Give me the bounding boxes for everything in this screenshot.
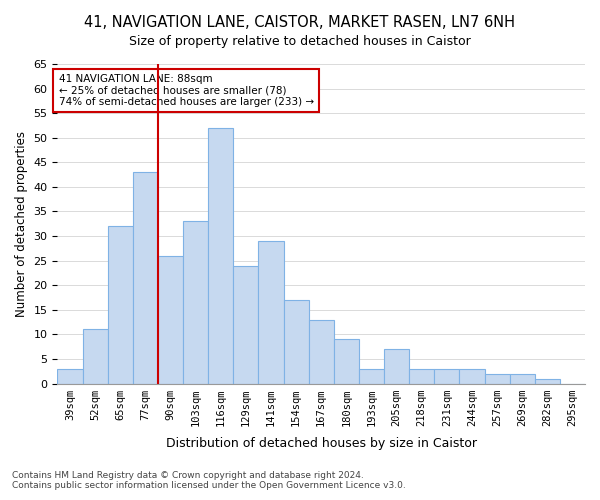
X-axis label: Distribution of detached houses by size in Caistor: Distribution of detached houses by size … bbox=[166, 437, 477, 450]
Text: 41, NAVIGATION LANE, CAISTOR, MARKET RASEN, LN7 6NH: 41, NAVIGATION LANE, CAISTOR, MARKET RAS… bbox=[85, 15, 515, 30]
Bar bbox=[485, 374, 509, 384]
Bar bbox=[208, 128, 233, 384]
Bar bbox=[308, 320, 334, 384]
Y-axis label: Number of detached properties: Number of detached properties bbox=[15, 131, 28, 317]
Bar bbox=[158, 256, 183, 384]
Text: Contains HM Land Registry data © Crown copyright and database right 2024.
Contai: Contains HM Land Registry data © Crown c… bbox=[12, 470, 406, 490]
Bar bbox=[434, 369, 460, 384]
Bar bbox=[233, 266, 259, 384]
Bar bbox=[284, 300, 308, 384]
Bar bbox=[83, 330, 107, 384]
Text: 41 NAVIGATION LANE: 88sqm
← 25% of detached houses are smaller (78)
74% of semi-: 41 NAVIGATION LANE: 88sqm ← 25% of detac… bbox=[59, 74, 314, 107]
Bar bbox=[107, 226, 133, 384]
Bar bbox=[334, 340, 359, 384]
Bar bbox=[535, 378, 560, 384]
Bar bbox=[259, 241, 284, 384]
Bar bbox=[384, 349, 409, 384]
Bar bbox=[133, 172, 158, 384]
Text: Size of property relative to detached houses in Caistor: Size of property relative to detached ho… bbox=[129, 35, 471, 48]
Bar bbox=[460, 369, 485, 384]
Bar bbox=[409, 369, 434, 384]
Bar bbox=[509, 374, 535, 384]
Bar bbox=[359, 369, 384, 384]
Bar bbox=[183, 222, 208, 384]
Bar bbox=[58, 369, 83, 384]
